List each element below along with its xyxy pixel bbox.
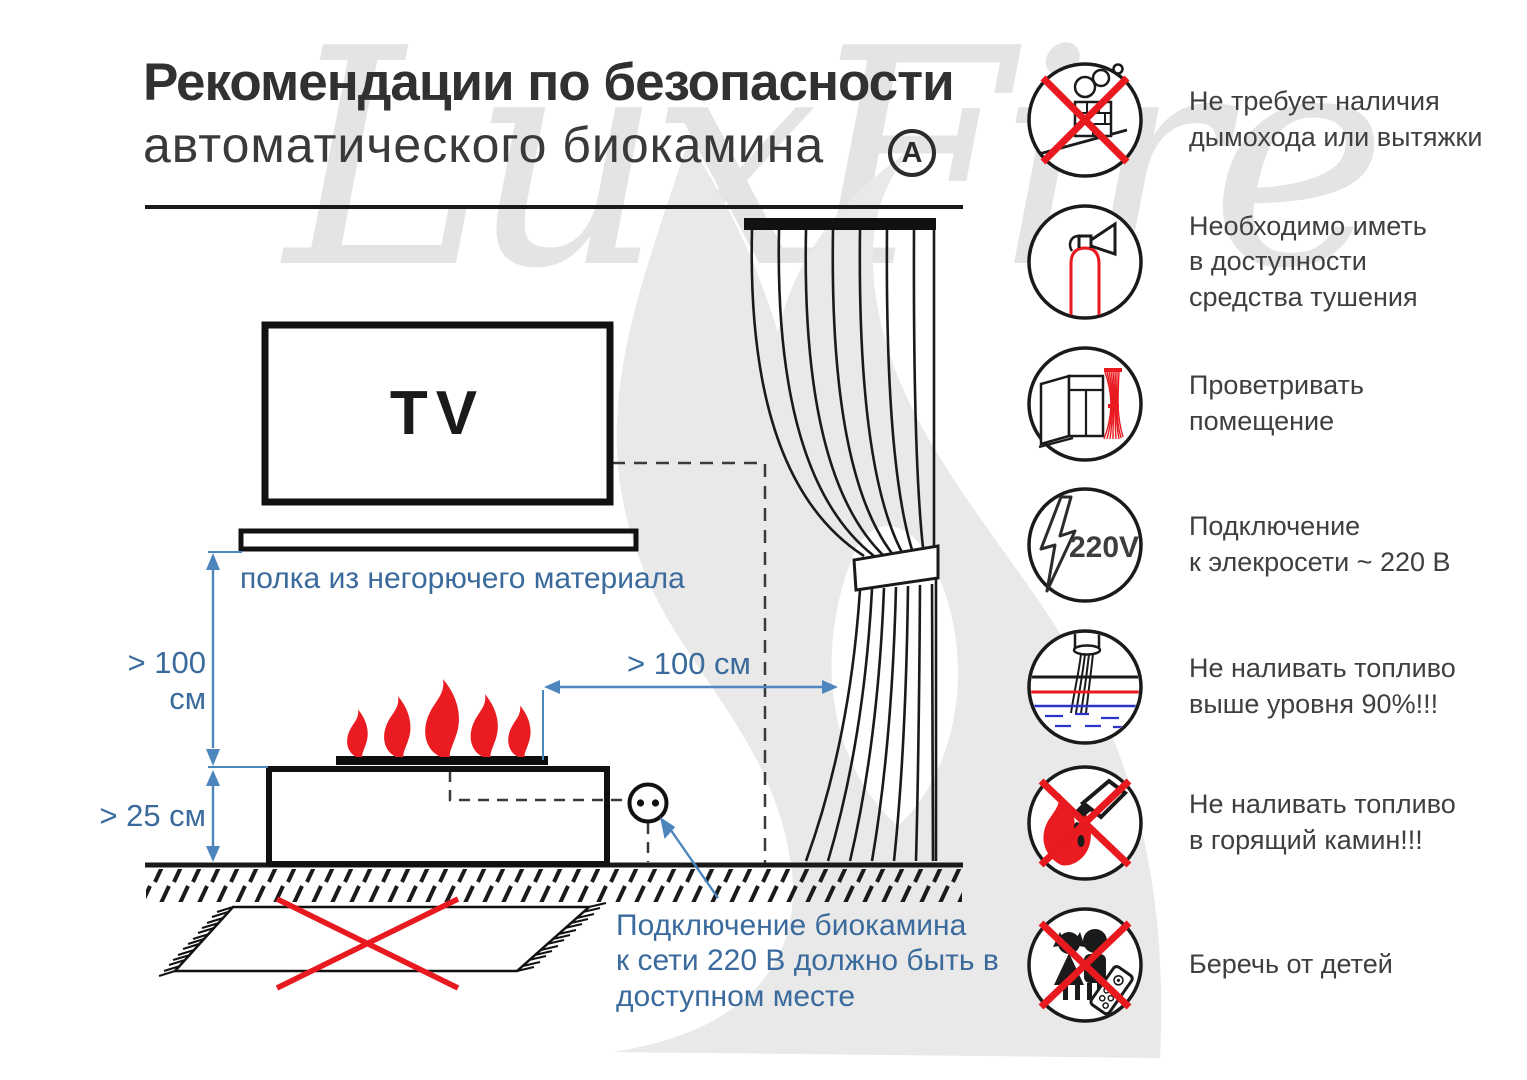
outlet-pointer-arrow	[660, 817, 719, 899]
ventilation-window-icon	[1027, 346, 1143, 462]
curtain-tie-band	[852, 544, 940, 592]
power-cord-dashed-line	[448, 771, 650, 862]
safety-item-text: Не наливать топливо выше уровня 90%!!!	[1189, 653, 1456, 719]
safety-item-text: Не требует наличия дымохода или вытяжки	[1189, 86, 1483, 152]
dimension-shelf-to-burner	[206, 551, 268, 768]
keep-from-children-icon	[1027, 907, 1143, 1023]
dimension-label-curtain: > 100 см	[627, 646, 751, 681]
power-icon-label: 220V	[1069, 531, 1139, 564]
dimension-floor-to-burner	[206, 770, 220, 862]
power-outlet	[627, 782, 669, 824]
red-curtain	[1103, 368, 1124, 440]
watermark-flame-cutout	[831, 526, 958, 826]
dimension-label-floor: > 25 см	[99, 798, 206, 833]
fire-extinguisher-icon	[1027, 204, 1143, 320]
dimension-label-shelf: > 100 см	[127, 645, 206, 716]
safety-item-ventilation: Проветривать помещение	[1025, 344, 1364, 464]
burner-plate	[336, 756, 548, 765]
carpet	[158, 896, 607, 991]
fireplace-body	[266, 766, 610, 867]
safety-item-children: Беречь от детей	[1025, 905, 1393, 1025]
page-title-line2: автоматического биокамина	[143, 117, 825, 173]
no-chimney-icon	[1027, 62, 1143, 178]
shelf-material-label: полка из негорючего материала	[240, 562, 685, 595]
power-220v-icon: 220V	[1027, 487, 1143, 603]
prohibition-cross	[1038, 920, 1132, 1010]
shelf-outline	[238, 528, 639, 552]
carpet-prohibition-cross	[275, 896, 460, 991]
safety-item-text: Проветривать помещение	[1189, 370, 1364, 436]
safety-item-fuel-level: Не наливать топливо выше уровня 90%!!!	[1025, 627, 1456, 747]
safety-item-text: Подключение к элекросети ~ 220 В	[1189, 511, 1451, 577]
safety-item-text: Беречь от детей	[1189, 949, 1393, 980]
safety-item-text: Необходимо иметь в доступности средства …	[1189, 210, 1427, 312]
tv-outline	[261, 321, 614, 506]
fireplace-flames	[347, 679, 531, 757]
carpet-fringe-right	[516, 902, 607, 972]
wall-reference-dashed-line	[612, 461, 767, 863]
outlet-accessibility-note: Подключение биокамина к сети 220 В должн…	[616, 909, 999, 1013]
smoke-puffs	[1073, 63, 1124, 99]
safety-item-no-refill: Не наливать топливо в горящий камин!!!	[1025, 763, 1456, 883]
prohibition-cross	[1038, 778, 1132, 868]
floor-hatching	[146, 869, 962, 902]
room-diagram	[145, 205, 963, 991]
circled-a-badge: A	[888, 129, 936, 177]
safety-item-text: Не наливать топливо в горящий камин!!!	[1189, 789, 1456, 855]
safety-item-extinguisher: Необходимо иметь в доступности средства …	[1025, 202, 1427, 322]
tv-label: TV	[389, 379, 486, 448]
curtain	[744, 218, 940, 862]
carpet-fringe-left	[158, 906, 234, 977]
safety-item-power: 220V Подключение к элекросети ~ 220 В	[1025, 485, 1451, 605]
page-title-line1: Рекомендации по безопасности	[143, 53, 955, 112]
safety-item-no-chimney: Не требует наличия дымохода или вытяжки	[1025, 60, 1482, 180]
dimension-burner-to-curtain	[542, 680, 838, 760]
prohibition-cross	[1040, 75, 1130, 165]
fuel-level-icon	[1027, 629, 1143, 745]
no-refill-burning-icon	[1027, 765, 1143, 881]
